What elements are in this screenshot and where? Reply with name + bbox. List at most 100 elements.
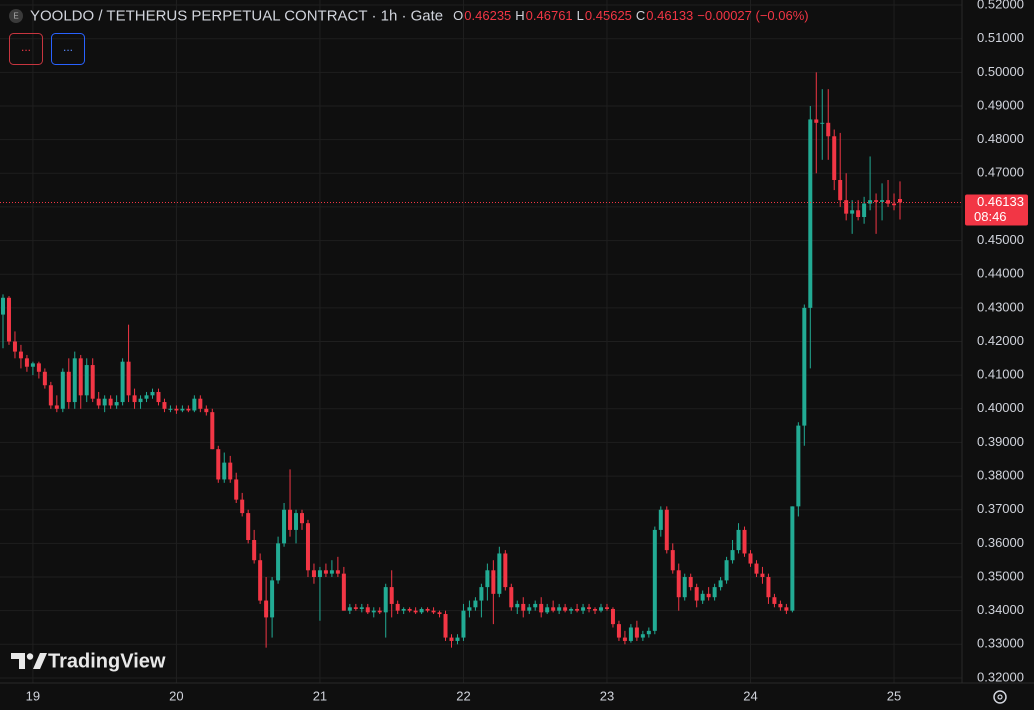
candle-body bbox=[581, 607, 586, 611]
candle-body bbox=[246, 513, 251, 541]
candle-body bbox=[856, 210, 861, 218]
settings-icon-center[interactable] bbox=[997, 694, 1003, 700]
candle-body bbox=[622, 637, 627, 641]
candle-body bbox=[575, 608, 580, 611]
candle-body bbox=[515, 603, 520, 608]
candle-body bbox=[198, 398, 203, 409]
candle-body bbox=[712, 587, 717, 598]
candle-body bbox=[371, 610, 376, 613]
candle-body bbox=[120, 361, 125, 403]
watermark-logo bbox=[11, 653, 47, 669]
y-tick-label: 0.43000 bbox=[977, 299, 1024, 314]
candle-body bbox=[425, 608, 430, 611]
candle-body bbox=[533, 603, 538, 608]
legend-key: H bbox=[515, 8, 524, 23]
candle-body bbox=[258, 560, 263, 601]
candle-body bbox=[742, 529, 747, 554]
y-tick-label: 0.39000 bbox=[977, 434, 1024, 449]
candle-body bbox=[383, 587, 388, 613]
candle-body bbox=[569, 608, 574, 611]
candle-body bbox=[820, 122, 825, 124]
legend-key: O bbox=[453, 8, 463, 23]
candle-body bbox=[778, 603, 783, 608]
candle-body bbox=[138, 398, 143, 403]
indicator-button-label[interactable]: ... bbox=[63, 40, 73, 54]
candle-body bbox=[676, 570, 681, 598]
candle-body bbox=[491, 570, 496, 594]
candle-body bbox=[66, 371, 71, 403]
candle-body bbox=[270, 580, 275, 618]
candle-body bbox=[210, 412, 215, 450]
candle-body bbox=[78, 358, 83, 396]
legend-key: L bbox=[577, 8, 584, 23]
candle-body bbox=[473, 600, 478, 608]
ohlc-legend: O 0.46235 H 0.46761 L 0.45625 C 0.46133 −0.00027… bbox=[453, 8, 808, 23]
candle-body bbox=[694, 587, 699, 601]
settings-icon[interactable] bbox=[993, 690, 1007, 704]
candles bbox=[0, 72, 962, 648]
candle-body bbox=[407, 608, 412, 611]
candle-body bbox=[108, 398, 113, 406]
candle-body bbox=[1, 297, 5, 315]
candle-body bbox=[300, 513, 304, 524]
candle-body bbox=[760, 573, 765, 578]
y-tick-label: 0.48000 bbox=[977, 131, 1024, 146]
indicator-button-label[interactable]: ... bbox=[21, 40, 31, 54]
candle-body bbox=[335, 570, 340, 574]
candle-body bbox=[329, 570, 334, 574]
candle-body bbox=[431, 610, 436, 613]
candle-body bbox=[814, 119, 819, 123]
candle-body bbox=[467, 607, 472, 611]
candle-body bbox=[461, 610, 466, 638]
indicator-button[interactable] bbox=[9, 33, 43, 65]
candle-body bbox=[616, 624, 621, 638]
countdown-label: 08:46 bbox=[974, 209, 1007, 224]
candle-body bbox=[282, 509, 287, 544]
candle-body bbox=[658, 509, 663, 530]
candle-body bbox=[144, 395, 149, 399]
y-tick-label: 0.37000 bbox=[977, 501, 1024, 516]
y-tick-label: 0.36000 bbox=[977, 535, 1024, 550]
candle-body bbox=[509, 587, 514, 608]
candle-body bbox=[317, 570, 322, 578]
candle-body bbox=[413, 610, 418, 613]
candle-body bbox=[443, 614, 448, 638]
candle-body bbox=[276, 543, 281, 581]
candle-body bbox=[234, 479, 239, 500]
candle-body bbox=[18, 351, 23, 359]
legend-value: 0.46761 bbox=[526, 8, 573, 23]
candle-body bbox=[604, 607, 609, 609]
candle-body bbox=[389, 587, 394, 604]
candle-body bbox=[664, 509, 669, 551]
y-tick-label: 0.38000 bbox=[977, 468, 1024, 483]
candle-body bbox=[700, 593, 705, 601]
candle-body bbox=[36, 363, 41, 372]
candle-body bbox=[593, 608, 598, 611]
candle-body bbox=[646, 630, 651, 635]
candle-body bbox=[288, 509, 293, 530]
candle-body bbox=[341, 573, 346, 611]
candle-body bbox=[204, 408, 209, 413]
y-tick-label: 0.42000 bbox=[977, 333, 1024, 348]
candle-body bbox=[294, 513, 299, 530]
y-tick-label: 0.41000 bbox=[977, 367, 1024, 382]
candle-body bbox=[850, 210, 855, 214]
badge-label: E bbox=[13, 12, 18, 21]
candle-body bbox=[736, 529, 741, 551]
settings-button[interactable] bbox=[993, 690, 1007, 704]
candle-body bbox=[587, 607, 592, 609]
candle-body bbox=[874, 200, 879, 202]
y-tick-label: 0.40000 bbox=[977, 400, 1024, 415]
candle-body bbox=[437, 612, 442, 615]
candle-body bbox=[132, 395, 137, 403]
candle-body bbox=[790, 506, 795, 611]
candle-body bbox=[180, 408, 185, 411]
candle-body bbox=[150, 391, 155, 396]
candle-body bbox=[485, 570, 490, 588]
candle-body bbox=[377, 610, 382, 613]
indicator-button[interactable] bbox=[51, 33, 85, 65]
candle-body bbox=[688, 577, 693, 588]
candle-body bbox=[96, 398, 101, 406]
